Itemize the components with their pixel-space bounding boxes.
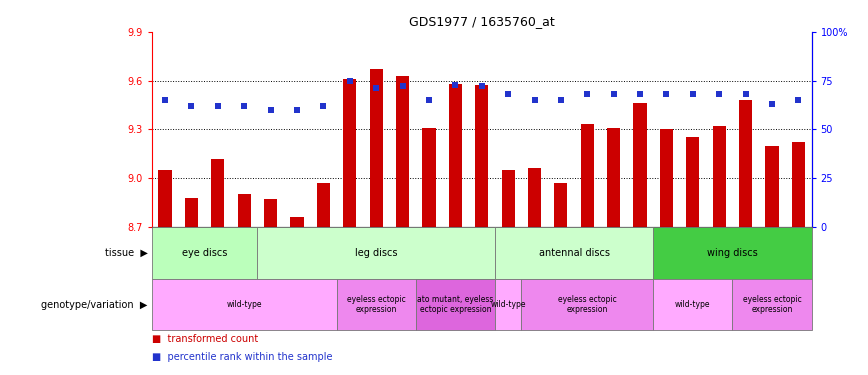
- Text: ■  percentile rank within the sample: ■ percentile rank within the sample: [152, 352, 332, 363]
- Bar: [607, 128, 621, 227]
- Bar: [152, 279, 337, 330]
- Bar: [343, 79, 357, 227]
- Point: [449, 81, 463, 87]
- Point: [581, 91, 595, 97]
- Point: [237, 103, 251, 109]
- Bar: [660, 129, 673, 227]
- Bar: [495, 227, 654, 279]
- Point: [528, 97, 542, 103]
- Point: [739, 91, 753, 97]
- Bar: [416, 279, 495, 330]
- Bar: [634, 104, 647, 227]
- Bar: [528, 168, 541, 227]
- Bar: [792, 142, 805, 227]
- Bar: [337, 279, 416, 330]
- Point: [660, 91, 674, 97]
- Bar: [687, 138, 700, 227]
- Point: [765, 101, 779, 107]
- Text: tissue  ▶: tissue ▶: [105, 248, 148, 258]
- Point: [264, 107, 278, 113]
- Point: [554, 97, 568, 103]
- Bar: [396, 76, 409, 227]
- Point: [290, 107, 304, 113]
- Point: [185, 103, 199, 109]
- Point: [317, 103, 331, 109]
- Point: [475, 84, 489, 90]
- Text: wing discs: wing discs: [707, 248, 758, 258]
- Text: wild-type: wild-type: [675, 300, 711, 309]
- Bar: [185, 198, 198, 227]
- Bar: [502, 170, 515, 227]
- Point: [607, 91, 621, 97]
- Bar: [258, 227, 495, 279]
- Text: GDS1977 / 1635760_at: GDS1977 / 1635760_at: [409, 15, 555, 28]
- Point: [396, 84, 410, 90]
- Text: eye discs: eye discs: [182, 248, 227, 258]
- Bar: [370, 69, 383, 227]
- Bar: [291, 217, 304, 227]
- Text: leg discs: leg discs: [355, 248, 398, 258]
- Text: eyeless ectopic
expression: eyeless ectopic expression: [558, 295, 616, 314]
- Point: [211, 103, 225, 109]
- Bar: [495, 279, 522, 330]
- Point: [792, 97, 806, 103]
- Point: [633, 91, 647, 97]
- Bar: [654, 279, 733, 330]
- Text: antennal discs: antennal discs: [539, 248, 609, 258]
- Bar: [423, 128, 436, 227]
- Point: [501, 91, 515, 97]
- Bar: [713, 126, 726, 227]
- Bar: [733, 279, 812, 330]
- Bar: [238, 194, 251, 227]
- Text: ato mutant, eyeless
ectopic expression: ato mutant, eyeless ectopic expression: [418, 295, 494, 314]
- Bar: [739, 100, 753, 227]
- Text: eyeless ectopic
expression: eyeless ectopic expression: [743, 295, 801, 314]
- Bar: [555, 183, 568, 227]
- Point: [158, 97, 172, 103]
- Bar: [317, 183, 330, 227]
- Point: [686, 91, 700, 97]
- Text: eyeless ectopic
expression: eyeless ectopic expression: [347, 295, 405, 314]
- Point: [343, 78, 357, 84]
- Point: [713, 91, 727, 97]
- Point: [422, 97, 436, 103]
- Bar: [152, 227, 258, 279]
- Bar: [449, 84, 462, 227]
- Point: [369, 86, 383, 92]
- Bar: [264, 199, 277, 227]
- Bar: [522, 279, 654, 330]
- Text: wild-type: wild-type: [490, 300, 526, 309]
- Bar: [654, 227, 812, 279]
- Bar: [211, 159, 225, 227]
- Text: genotype/variation  ▶: genotype/variation ▶: [41, 300, 148, 310]
- Bar: [766, 146, 779, 227]
- Bar: [475, 86, 489, 227]
- Text: wild-type: wild-type: [227, 300, 262, 309]
- Bar: [159, 170, 172, 227]
- Text: ■  transformed count: ■ transformed count: [152, 334, 258, 344]
- Bar: [581, 124, 594, 227]
